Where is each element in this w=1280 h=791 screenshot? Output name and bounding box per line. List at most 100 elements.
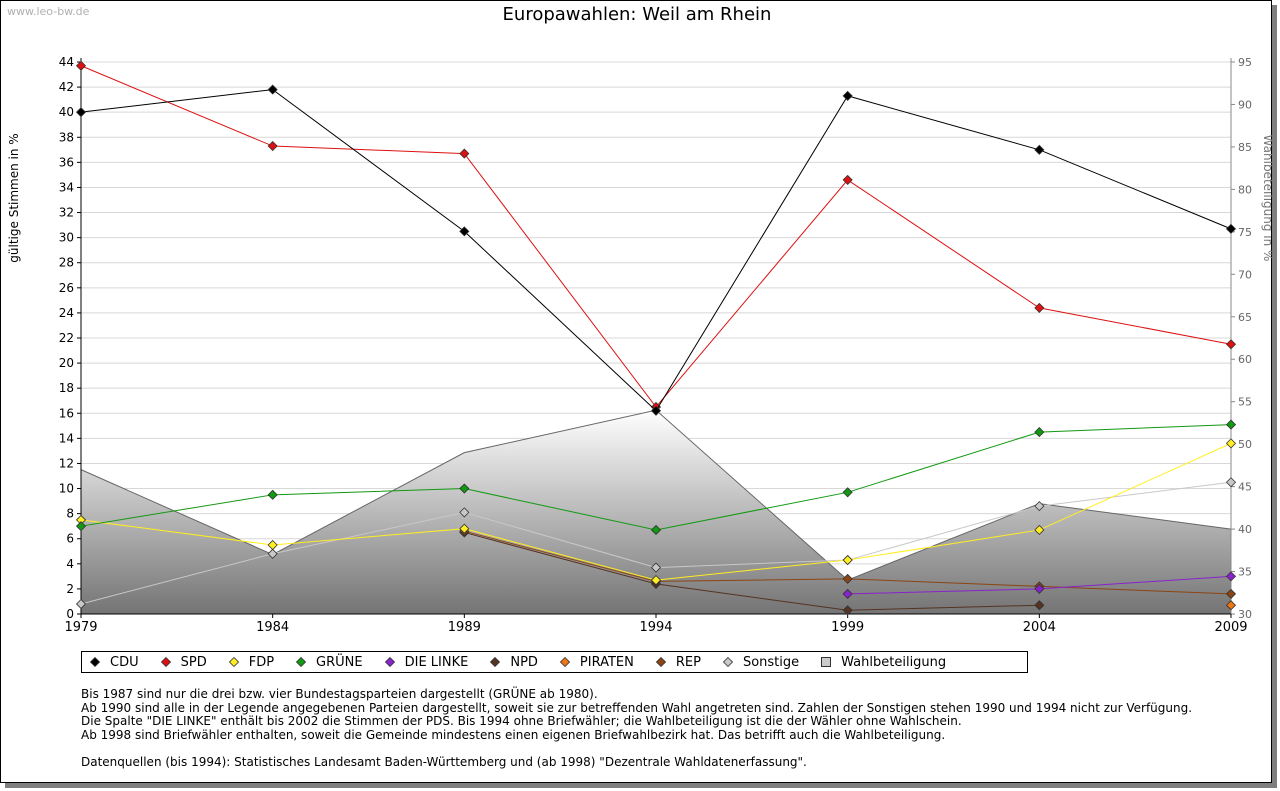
y-tick-label: 14 — [59, 431, 74, 445]
legend-diamond-icon — [228, 657, 239, 667]
data-point — [1034, 583, 1045, 594]
legend-label: NPD — [510, 654, 538, 670]
series-piraten — [1225, 600, 1237, 611]
data-point — [267, 84, 278, 95]
legend-diamond-icon — [490, 657, 501, 667]
y2-tick-label: 30 — [1238, 608, 1252, 621]
note-line: Ab 1990 sind alle in der Legende angegeb… — [81, 700, 1193, 715]
data-point — [842, 573, 853, 584]
legend-item: SPD — [160, 655, 207, 670]
data-sources: Datenquellen (bis 1994): Statistisches L… — [81, 754, 807, 769]
x-tick-label: 2009 — [1214, 620, 1247, 635]
data-point — [267, 548, 278, 559]
y2-tick-label: 60 — [1238, 353, 1252, 366]
data-point — [1225, 571, 1237, 582]
y2-tick-label: 35 — [1238, 566, 1252, 579]
data-point — [75, 60, 87, 71]
y-tick-label: 26 — [59, 281, 74, 295]
data-point — [459, 226, 470, 237]
y-tick-label: 34 — [59, 180, 74, 194]
data-point — [1225, 588, 1237, 599]
data-point — [267, 489, 278, 500]
footnotes: Bis 1987 sind nur die drei bzw. vier Bun… — [81, 687, 1193, 769]
y2-tick-label: 70 — [1238, 268, 1252, 281]
series-spd — [75, 60, 1237, 413]
series-grüne — [75, 419, 1237, 536]
data-point — [75, 107, 87, 118]
legend-item: PIRATEN — [559, 655, 634, 670]
y2-tick-label: 95 — [1238, 56, 1252, 69]
data-point — [75, 521, 87, 532]
y-tick-label: 32 — [59, 206, 74, 220]
y2-tick-label: 40 — [1238, 523, 1252, 536]
y-tick-label: 42 — [59, 80, 74, 94]
legend-item: NPD — [490, 655, 538, 670]
data-point — [459, 148, 470, 159]
data-point — [75, 598, 87, 610]
x-tick-label: 2004 — [1023, 620, 1056, 635]
y-axis-title: gültige Stimmen in % — [7, 133, 21, 262]
data-point — [1034, 501, 1045, 512]
y2-tick-label: 65 — [1238, 311, 1252, 324]
legend-label: GRÜNE — [316, 654, 363, 670]
y-tick-label: 10 — [59, 482, 74, 496]
data-point — [842, 487, 853, 498]
legend-item: FDP — [228, 655, 274, 670]
data-point — [1034, 524, 1045, 536]
note-line: Bis 1987 sind nur die drei bzw. vier Bun… — [81, 687, 598, 701]
data-point — [1225, 600, 1237, 611]
y2-tick-label: 85 — [1238, 141, 1252, 154]
x-tick-label: 1984 — [256, 620, 289, 635]
y-tick-label: 24 — [59, 306, 74, 320]
legend-label: DIE LINKE — [404, 654, 469, 670]
data-point — [1225, 438, 1237, 449]
y-tick-label: 4 — [66, 557, 74, 571]
axis-labels: 0246810121416182022242628303234363840424… — [7, 55, 1273, 635]
data-point — [650, 405, 662, 416]
x-tick-label: 1999 — [831, 620, 864, 635]
legend-square-icon — [821, 657, 832, 667]
data-point — [1034, 302, 1045, 313]
data-point — [459, 507, 470, 518]
y-tick-label: 38 — [59, 130, 74, 144]
legend-diamond-icon — [722, 657, 733, 667]
series-fdp — [75, 438, 1237, 586]
y-tick-label: 6 — [66, 532, 74, 546]
data-point — [1225, 339, 1237, 350]
legend-diamond-icon — [296, 657, 307, 667]
y-tick-label: 0 — [66, 607, 74, 621]
x-tick-label: 1994 — [639, 620, 672, 635]
legend-label: Wahlbeteiligung — [841, 654, 947, 670]
y2-tick-label: 80 — [1238, 183, 1252, 196]
y-tick-label: 28 — [59, 256, 74, 270]
data-point — [650, 575, 662, 586]
legend-item: DIE LINKE — [384, 654, 469, 670]
data-point — [267, 539, 278, 551]
chart-title: Europawahlen: Weil am Rhein — [502, 4, 772, 25]
legend: CDU SPD FDP GRÜNE DIE LINKE NPD PIRATEN REP Sons… — [81, 651, 1028, 673]
legend-diamond-icon — [655, 657, 666, 667]
legend-label: REP — [675, 654, 701, 670]
data-point — [459, 483, 470, 494]
y-tick-label: 12 — [59, 456, 74, 470]
x-tick-label: 1979 — [64, 620, 97, 635]
y2-tick-label: 50 — [1238, 438, 1252, 451]
y2-tick-label: 55 — [1238, 396, 1252, 409]
legend-diamond-icon — [384, 657, 395, 667]
data-point — [267, 140, 278, 152]
y-tick-label: 22 — [59, 331, 74, 345]
data-point — [842, 605, 853, 616]
y2-tick-label: 75 — [1238, 226, 1252, 239]
legend-item: CDU — [90, 655, 139, 670]
y-tick-label: 8 — [66, 507, 74, 521]
series-cdu — [75, 84, 1237, 416]
data-point — [650, 524, 662, 536]
data-point — [650, 562, 662, 573]
data-point — [842, 588, 853, 599]
y-tick-label: 18 — [59, 381, 74, 395]
note-line: Ab 1998 sind Briefwähler enthalten, sowe… — [81, 727, 946, 742]
y-tick-label: 20 — [59, 356, 74, 370]
series-line — [464, 531, 1040, 611]
x-tick-label: 1989 — [448, 620, 481, 635]
